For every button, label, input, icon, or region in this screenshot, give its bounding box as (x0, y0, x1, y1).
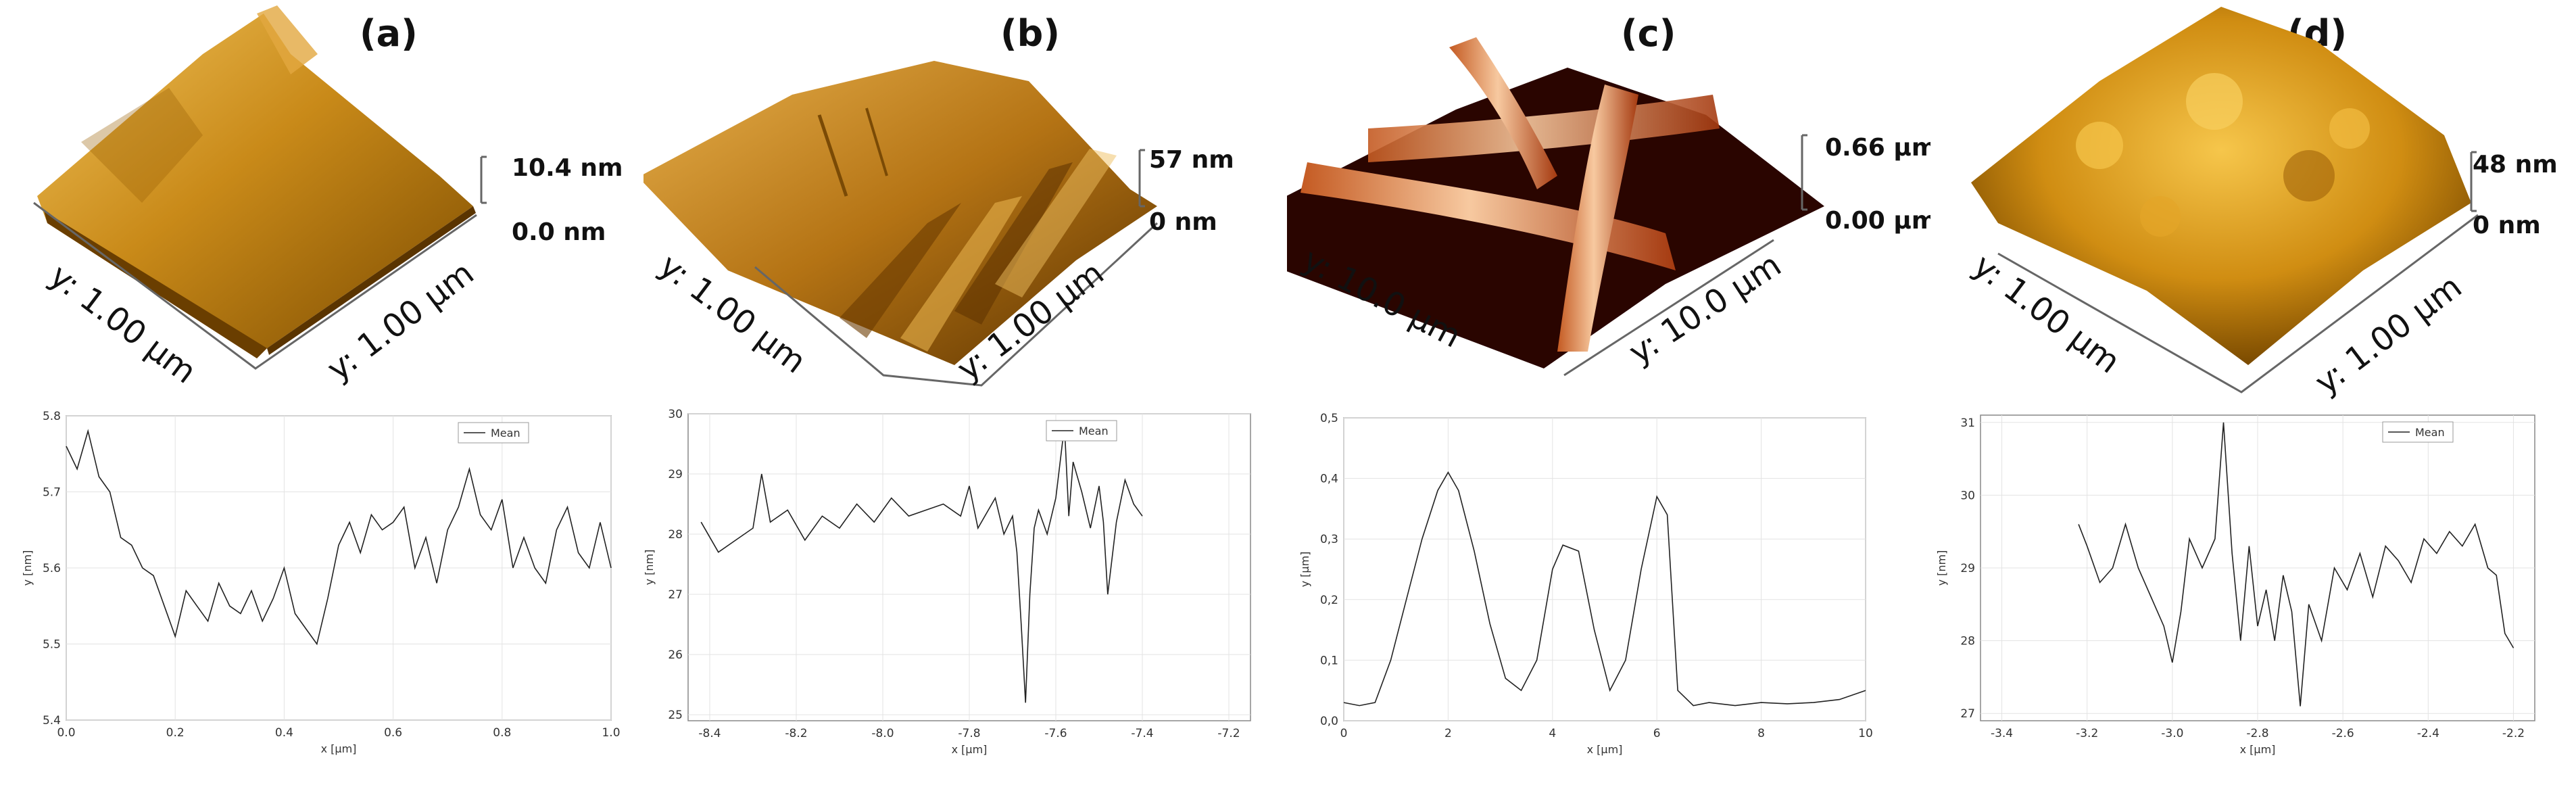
x-tick-label: -2.6 (2332, 727, 2354, 740)
panel-c-surface (1287, 37, 1824, 368)
panel-d: (d) 48 nm 0 nm y: 1.00 µm (1930, 0, 2576, 787)
panel-c: (c) 0.66 µm 0.00 µm y: 10.0 µm (1287, 0, 1930, 787)
panel-b-zmax: 57 nm (1149, 146, 1234, 174)
x-tick-label: 4 (1549, 727, 1556, 740)
x-tick-label: -2.8 (2246, 727, 2268, 740)
panel-b-profile-chart: -8.4 -8.2 -8.0 -7.8 -7.6 -7.4 -7.2 25 26 27 28 29 30… (643, 408, 1251, 756)
y-tick-label: 5.4 (43, 714, 61, 728)
panel-b-surface (643, 61, 1157, 365)
panel-d-surface (1971, 7, 2471, 365)
y-tick-label: 0,3 (1320, 533, 1338, 546)
panel-c-zmin: 0.00 µm (1825, 207, 1930, 235)
panel-d-profile-chart: -3.4 -3.2 -3.0 -2.8 -2.6 -2.4 -2.2 27 28 29 30 31 x … (1935, 414, 2535, 756)
x-tick-label: 8 (1757, 727, 1765, 740)
profile-series-line (66, 429, 612, 646)
x-tick-label: -7.2 (1217, 727, 1240, 740)
panel-b: (b) 57 nm 0 nm y (643, 0, 1287, 787)
x-tick-label: 0.2 (166, 726, 185, 740)
panel-b-label: (b) (1000, 12, 1061, 55)
x-tick-label: 2 (1444, 727, 1452, 740)
y-tick-label: 5.6 (43, 562, 61, 575)
y-tick-label: 0,2 (1320, 594, 1338, 607)
x-tick-label: -2.2 (2502, 727, 2525, 740)
y-tick-label: 28 (668, 528, 683, 542)
y-axis-label: y [nm] (1935, 550, 1948, 586)
y-tick-label: 5.5 (43, 638, 61, 652)
panel-d-zmax: 48 nm (2473, 151, 2558, 178)
panel-a-zmin: 0.0 nm (512, 218, 606, 246)
x-tick-label: 0.6 (384, 726, 402, 740)
profile-series-line (700, 425, 1143, 703)
panel-d-graphics: 48 nm 0 nm y: 1.00 µm y: 1.00 µm -3.4 -3.… (1935, 7, 2558, 756)
x-tick-label: -8.4 (698, 727, 721, 740)
profile-series-line (2078, 422, 2514, 707)
panel-c-axes-3d (1563, 134, 1807, 377)
panel-a-axes-3d (33, 156, 487, 370)
y-tick-label: 5.8 (43, 410, 61, 423)
x-tick-label: -3.4 (1991, 727, 2013, 740)
panel-a-surface (37, 5, 476, 358)
x-tick-label: 0 (1340, 727, 1348, 740)
panel-a-graphics: 10.4 nm 0.0 nm y: 1.00 µm y: 1.00 µm 0.0… (21, 5, 623, 755)
x-tick-label: -3.2 (2076, 727, 2098, 740)
panel-b-zmin: 0 nm (1149, 208, 1217, 236)
y-tick-label: 5.7 (43, 486, 61, 500)
x-tick-label: -3.0 (2161, 727, 2183, 740)
x-tick-label: -8.2 (785, 727, 807, 740)
legend-box (1046, 420, 1117, 442)
y-axis-label: y [µm] (1298, 552, 1311, 588)
x-axis-label: x [µm] (952, 743, 988, 756)
y-tick-label: 29 (668, 468, 683, 481)
panel-c-profile-chart: 0 2 4 6 8 10 0,0 0,1 0,2 0,3 0,4 0,5 x [µm] y [µm] (1298, 412, 1873, 756)
plot-frame (1343, 417, 1866, 721)
y-tick-label: 26 (668, 648, 683, 662)
panel-a-profile-chart: 0.0 0.2 0.4 0.6 0.8 1.0 5.4 5.5 5.6 5.7 5.8 x [µm] y… (21, 410, 621, 755)
x-axis-label: x [µm] (321, 742, 357, 755)
y-tick-label: 30 (668, 408, 683, 421)
y-tick-label: 31 (1960, 416, 1975, 430)
panel-d-axes-3d (1997, 151, 2479, 394)
y-tick-label: 0,5 (1320, 412, 1338, 425)
legend-label: Mean (1079, 425, 1109, 437)
x-tick-label: -2.4 (2417, 727, 2439, 740)
x-tick-label: 0.8 (493, 726, 511, 740)
x-tick-label: 0.4 (275, 726, 293, 740)
x-tick-label: -7.6 (1044, 727, 1067, 740)
y-tick-label: 0,1 (1320, 654, 1338, 667)
y-tick-label: 25 (668, 709, 683, 722)
y-axis-label: y [nm] (643, 550, 656, 586)
x-axis-label: x [µm] (2240, 743, 2276, 756)
x-tick-label: 6 (1653, 727, 1661, 740)
legend-label: Mean (2415, 426, 2445, 439)
profile-series-line (1343, 471, 1866, 707)
y-tick-label: 28 (1960, 635, 1975, 648)
legend-box (458, 422, 529, 444)
x-tick-label: 1.0 (602, 726, 620, 740)
panel-a-zmax: 10.4 nm (512, 154, 623, 182)
x-tick-label: -8.0 (871, 727, 894, 740)
y-tick-label: 29 (1960, 562, 1975, 575)
y-tick-label: 27 (1960, 707, 1975, 721)
legend-label: Mean (491, 427, 520, 439)
panel-a-label: (a) (360, 12, 418, 55)
panel-b-axes-3d (754, 149, 1159, 387)
x-tick-label: 10 (1858, 727, 1873, 740)
x-axis-label: x [µm] (1587, 743, 1623, 756)
panel-c-label: (c) (1621, 12, 1676, 55)
panel-d-zmin: 0 nm (2473, 212, 2541, 239)
x-tick-label: -7.8 (958, 727, 980, 740)
y-tick-label: 30 (1960, 489, 1975, 502)
x-tick-label: -7.4 (1131, 727, 1153, 740)
y-tick-label: 27 (668, 588, 683, 602)
y-axis-label: y [nm] (21, 550, 34, 586)
x-tick-label: 0.0 (57, 726, 75, 740)
panel-a: (a) 10.4 nm 0.0 nm y: 1.00 µm (0, 0, 643, 787)
panel-c-zmax: 0.66 µm (1825, 134, 1930, 162)
y-tick-label: 0,0 (1320, 715, 1338, 728)
panel-b-graphics: 57 nm 0 nm y: 1.00 µm y: 1.00 µm -8.4 -8.… (643, 61, 1251, 756)
y-tick-label: 0,4 (1320, 473, 1338, 486)
